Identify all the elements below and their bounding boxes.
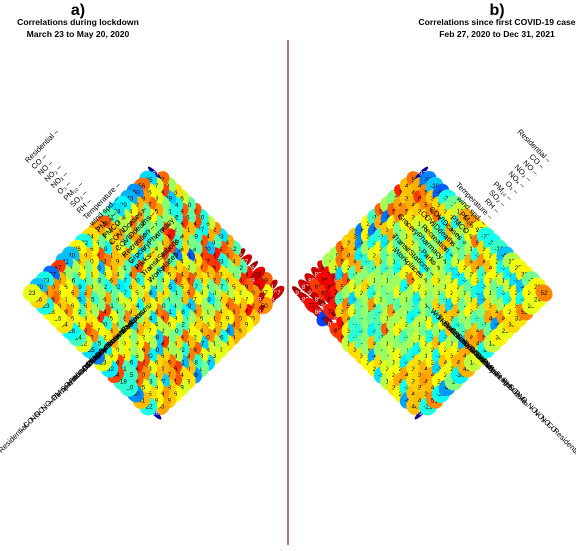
corr-value-a-19-14: 34	[61, 322, 69, 329]
corr-value-a-13-9: 7	[133, 315, 137, 322]
corr-value-b-0-13: 58	[379, 208, 387, 215]
corr-value-a-13-5: 68	[157, 341, 165, 348]
panel-a-lockdown: a) Correlations during lockdown March 23…	[0, 2, 285, 460]
corr-value-a-19-6: 64	[112, 372, 120, 379]
corr-value-a-18-9: -31	[98, 347, 108, 354]
corr-value-a-19-4: -20	[124, 385, 134, 392]
corr-ellipse-a-19-19	[22, 283, 42, 303]
corr-value-a-19-13: -28	[66, 328, 76, 335]
corr-value-a-3-10: -6	[190, 246, 196, 253]
corr-value-a-19-15: 25	[54, 315, 62, 322]
corr-value-b-2-19: -38	[430, 183, 440, 190]
corr-value-a-19-17: -23	[40, 303, 50, 310]
corr-value-b-0-11: 29	[366, 221, 374, 228]
corr-value-a-7-6: 27	[190, 297, 198, 304]
corr-value-b-16-9: 2	[458, 334, 462, 341]
corr-cell-b-0-19: -97	[414, 166, 429, 180]
corr-value-b-3-0: 86	[315, 309, 323, 316]
corr-value-a-15-19: 67	[54, 265, 62, 272]
corr-value-a-19-9: -53	[92, 353, 102, 360]
corr-value-a-18-3: 25	[138, 385, 146, 392]
corr-value-a-12-2: 53	[183, 353, 191, 360]
panel-b-subtitle: Feb 27, 2020 to Dec 31, 2021	[439, 29, 555, 39]
corr-value-a-18-10: -15	[92, 341, 102, 348]
corr-value-b-16-0: 26	[399, 391, 407, 398]
corr-value-a-12-19: 26	[74, 246, 82, 253]
corr-value-a-3-19: -50	[131, 189, 141, 196]
corr-value-b-0-9: 39	[353, 234, 361, 241]
corr-value-a-19-18: 36	[35, 297, 43, 304]
corr-value-a-19-10: -35	[86, 347, 96, 354]
corr-value-a-5-5: 10	[209, 290, 217, 297]
corr-value-a-2-19: 56	[138, 183, 146, 190]
corr-value-a-11-16: 53	[99, 259, 107, 266]
corr-cell-a-0-19: -97	[147, 166, 162, 180]
corr-value-a-19-16: 28	[48, 309, 56, 316]
panel-a-cells: 87915983968792-1244-335216-2062-10163585…	[22, 166, 285, 420]
corr-value-a-15-15: 45	[80, 290, 88, 297]
corr-value-a-19-2: 41	[138, 397, 146, 404]
corr-value-a-13-19: -40	[66, 252, 76, 259]
corr-value-a-0-19: -97	[150, 171, 160, 178]
corr-cell-a-19-19: 23	[22, 283, 42, 303]
corr-value-a-1-9: -9	[210, 240, 216, 247]
corr-value-a-10-0: 23	[209, 353, 217, 360]
panel-b-title: Correlations since first COVID-19 case	[418, 17, 575, 27]
corr-value-a-9-2: 50	[203, 334, 211, 341]
corr-value-a-19-8: 23	[99, 360, 107, 367]
corr-value-a-5-19: -29	[118, 202, 128, 209]
panel-b-cells: 948786888399583739-5329-155892714056-978…	[292, 166, 553, 420]
corr-value-a-18-0: 45	[157, 404, 165, 411]
corr-value-a-7-14: -14	[137, 246, 147, 253]
corr-value-a-19-11: 22	[80, 341, 88, 348]
corr-value-a-19-19: 23	[28, 290, 36, 297]
corr-value-a-19-0: -96	[150, 410, 160, 417]
corr-value-b-19-19: 52	[540, 290, 548, 297]
corr-ellipse-b-0-19	[414, 166, 429, 180]
corr-value-b-17-13: 46	[489, 315, 497, 322]
panel-b-since-first-case: b) Correlations since first COVID-19 cas…	[292, 2, 576, 460]
panel-b-letter: b)	[489, 2, 504, 19]
lower-var-label-a-19: – Residential	[0, 422, 30, 460]
corr-value-a-19-3: -50	[131, 391, 141, 398]
corr-value-a-19-12: -14	[73, 334, 83, 341]
corr-value-a-15-2: 47	[164, 372, 172, 379]
corr-ellipse-a-0-19	[147, 166, 162, 180]
corr-value-a-18-7: 66	[112, 360, 120, 367]
panel-a-subtitle: March 23 to May 20, 2020	[27, 29, 130, 39]
corr-value-a-19-7: -32	[105, 366, 115, 373]
corr-value-a-9-10: -6	[152, 284, 158, 291]
corr-value-a-0-16: 35	[170, 189, 178, 196]
corr-value-a-4-11: 36	[177, 246, 185, 253]
corr-value-a-12-0: -1	[197, 366, 203, 373]
corr-value-b-0-19: -97	[417, 171, 427, 178]
lower-var-label-b-19: – Residential	[547, 422, 576, 460]
corr-value-a-11-8: 53	[151, 309, 159, 316]
corr-value-a-19-1: -22	[144, 404, 154, 411]
corr-value-a-19-5: -18	[118, 378, 128, 385]
corr-value-b-10-1: 6	[368, 347, 372, 354]
corr-value-a-6-1: 53	[228, 322, 236, 329]
corr-value-a-7-9: 59	[170, 278, 178, 285]
panel-a-title: Correlations during lockdown	[17, 17, 139, 27]
corr-value-a-12-6: 12	[157, 328, 165, 335]
panel-a-letter: a)	[71, 2, 85, 19]
corr-value-a-17-19: -23	[40, 278, 50, 285]
